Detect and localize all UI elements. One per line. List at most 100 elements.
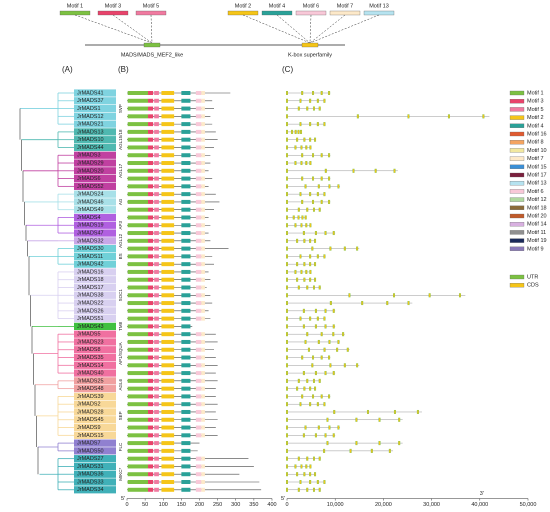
motif [195, 106, 202, 111]
exon [306, 332, 309, 337]
exon [393, 168, 396, 173]
gene-name: JrMADS14 [77, 363, 104, 369]
exon [286, 301, 289, 306]
motif [181, 176, 191, 181]
motif [195, 363, 202, 368]
exon [296, 137, 299, 142]
exon [320, 176, 323, 181]
motif [148, 324, 154, 329]
exon [324, 231, 327, 236]
motif [154, 223, 159, 228]
motif [195, 269, 202, 274]
gene-label-bg [74, 198, 116, 206]
motif [154, 386, 159, 391]
gene-name: JrMADS48 [77, 386, 104, 392]
exon [312, 355, 315, 360]
gene-name: JrMADS11 [77, 254, 103, 260]
motif [161, 122, 175, 127]
exon [305, 464, 308, 469]
motif [154, 363, 159, 368]
gene-label-bg [74, 159, 116, 167]
gene-label-bg [74, 206, 116, 214]
exon [316, 192, 319, 197]
gene-name: JrMADS26 [77, 308, 104, 314]
motif [148, 277, 154, 282]
exon [332, 308, 335, 313]
motif [154, 293, 159, 298]
exon [286, 441, 289, 446]
motif [201, 277, 205, 282]
motif [181, 293, 191, 298]
gene-name: JrMADS24 [77, 192, 104, 198]
motif [161, 145, 175, 150]
gene-label-bg [74, 252, 116, 260]
subfamily-label: AP3 [118, 221, 123, 230]
exon [306, 207, 309, 212]
motif [127, 223, 149, 228]
tick-label: 40,000 [471, 502, 488, 508]
motif [201, 153, 205, 158]
exon [366, 409, 369, 414]
exon [329, 301, 332, 306]
exon [309, 464, 312, 469]
motif [181, 456, 191, 461]
motif [127, 153, 149, 158]
subfamily-label: SEP [118, 411, 123, 420]
motif [181, 285, 191, 290]
exon [297, 487, 300, 492]
motif [161, 441, 175, 446]
motif [161, 269, 175, 274]
motif [148, 145, 154, 150]
motif [161, 409, 175, 414]
exon [294, 223, 297, 228]
motif [148, 114, 154, 119]
exon [312, 456, 315, 461]
gene-name: JrMADS49 [77, 207, 104, 213]
gene-label-bg [74, 237, 116, 245]
gene-name: JrMADS51 [77, 316, 104, 322]
exon [316, 316, 319, 321]
motif-label: Motif 1 [67, 3, 84, 9]
exon [332, 332, 335, 337]
motif-label: Motif 6 [303, 3, 320, 9]
legend-swatch [509, 156, 525, 161]
exon [309, 122, 312, 127]
exon [286, 129, 289, 134]
motif [181, 433, 191, 438]
motif [201, 409, 205, 414]
gene-label-bg [74, 431, 116, 439]
motif [181, 231, 191, 236]
exon [309, 192, 312, 197]
exon [286, 339, 289, 344]
gene-name: JrMADS25 [77, 378, 104, 384]
motif-box [295, 10, 327, 16]
motif [181, 480, 191, 484]
motif [181, 223, 191, 228]
motif [181, 386, 191, 391]
motif [181, 161, 191, 166]
motif [148, 441, 154, 446]
exon [328, 339, 331, 344]
exon [332, 324, 335, 329]
motif [148, 161, 154, 166]
motif [161, 425, 175, 430]
legend-label: Motif 13 [527, 181, 547, 187]
motif [181, 238, 191, 243]
exon [318, 487, 321, 492]
exon [301, 215, 304, 220]
motif [201, 386, 205, 391]
motif [195, 339, 202, 344]
motif [181, 441, 191, 446]
gene-name: JrMADS34 [77, 487, 104, 493]
exon [286, 347, 289, 352]
motif [181, 277, 191, 282]
exon [303, 472, 306, 477]
exon [286, 487, 289, 492]
tick-label: 0 [285, 502, 288, 508]
subfamily-label: SVP [118, 104, 123, 113]
motif [195, 231, 202, 236]
gene-label-bg [74, 486, 116, 494]
motif [127, 417, 149, 422]
motif [161, 487, 175, 492]
exon [320, 199, 323, 204]
